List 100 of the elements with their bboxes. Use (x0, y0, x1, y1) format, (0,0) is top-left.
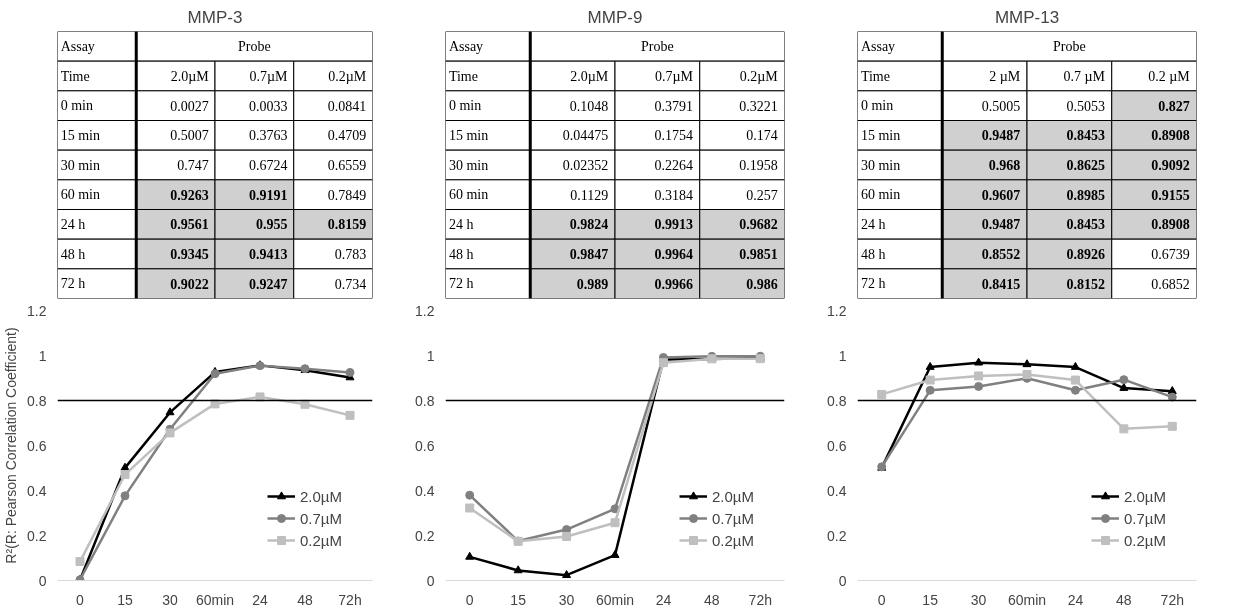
data-label: 0.8453 (1066, 217, 1105, 233)
x-tick-label: 0.2µM (328, 68, 367, 84)
data-label: 0.6559 (327, 158, 367, 173)
x-tick-label: 0.7µM (249, 68, 288, 84)
y-tick-label: 0.2 (415, 527, 435, 544)
x-tick-label: 48 (1116, 591, 1132, 608)
y-tick-label: 0 min (60, 98, 93, 114)
x-tick-label: 72h (748, 591, 772, 608)
x-tick-label: 60min (595, 591, 635, 608)
data-label: 0.989 (576, 276, 609, 292)
point (465, 551, 475, 560)
y-tick-label: 24 h (448, 216, 474, 232)
chart-title: MMP-13 (994, 7, 1060, 27)
data-label: 0.9022 (170, 276, 209, 292)
data-label: 0.1958 (739, 158, 778, 173)
x-tick-label: 2.0µM (170, 68, 210, 84)
y-tick-label: 1 (426, 347, 435, 364)
chart-title: MMP-3 (187, 7, 243, 27)
data-label: 0.3791 (654, 98, 693, 114)
data-label: 0.6724 (248, 158, 288, 173)
x-tick-label: 15 (922, 591, 939, 608)
y-tick-label: 48 h (60, 246, 86, 262)
y-tick-label: 0 (838, 572, 847, 589)
point (658, 358, 668, 368)
x-tick-label: 2.0µM (570, 68, 609, 84)
point (1167, 421, 1177, 431)
data-label: 0.3184 (654, 187, 693, 203)
y-tick-label: 0.8 (827, 392, 847, 409)
x-tick-label: 24 (252, 591, 268, 608)
point (974, 371, 984, 381)
y-tick-label: 60 min (448, 187, 489, 203)
x-tick-label: 24 (1067, 591, 1084, 608)
y-tick-label: 72 h (448, 276, 474, 292)
point (120, 462, 130, 471)
x-tick-label: 15 (117, 591, 133, 608)
point (1167, 386, 1177, 394)
y-axis-title: R²(R: Pearson Correlation Coefficient) (3, 327, 20, 564)
x-tick-label: 0.7µM (654, 68, 694, 84)
data-label: 0.7849 (327, 187, 367, 203)
x-axis-title: Probe (641, 38, 674, 54)
data-label: 0.9824 (569, 217, 609, 233)
data-label: 0.8908 (1151, 128, 1190, 144)
point (610, 549, 620, 558)
data-label: 0.5005 (981, 98, 1021, 114)
data-label: 0.955 (255, 217, 288, 233)
point (165, 407, 175, 416)
y-tick-label: 0.6 (27, 437, 47, 454)
y-tick-label: 30 min (448, 157, 489, 173)
chart-title: MMP-9 (587, 7, 643, 27)
y-tick-label: 24 h (860, 216, 886, 232)
point (513, 565, 523, 574)
data-label: 0.8453 (1066, 128, 1105, 144)
data-label: 0.6852 (1151, 276, 1190, 292)
y-tick-label: 1 (38, 347, 47, 364)
point (562, 531, 572, 541)
data-label: 0.8415 (981, 276, 1021, 292)
data-label: 0.9607 (981, 187, 1021, 203)
x-axis-title: Probe (238, 38, 271, 54)
x-tick-label: 30 (970, 591, 987, 608)
x-tick-label: 48 (297, 591, 313, 608)
y-tick-label: 1 (838, 347, 847, 364)
text: Time (448, 68, 478, 84)
data-label: 0.04475 (562, 128, 609, 144)
data-label: 0.257 (746, 187, 778, 203)
point (210, 369, 220, 379)
data-label: 0.1754 (654, 128, 693, 144)
point (562, 570, 572, 579)
y-tick-label: 0.2 (27, 527, 47, 544)
y-tick-label: 1.2 (827, 302, 847, 319)
y-tick-label: 15 min (60, 127, 100, 143)
y-tick-label: 30 min (860, 157, 901, 173)
legend-label: 2.0µM (712, 487, 754, 505)
data-label: 0.8625 (1066, 158, 1105, 173)
data-label: 0.8152 (1066, 276, 1105, 292)
legend-label: 0.2µM (300, 531, 342, 549)
x-tick-label: 72h (1160, 591, 1184, 608)
point (1070, 375, 1080, 385)
point (974, 381, 984, 391)
data-label: 0.9682 (739, 217, 778, 233)
x-tick-label: 2 µM (989, 68, 1021, 84)
y-tick-label: 0.4 (27, 482, 47, 499)
point (345, 410, 355, 420)
data-label: 0.174 (746, 128, 778, 144)
point (925, 375, 935, 385)
point (610, 518, 620, 528)
x-tick-label: 72h (338, 591, 362, 608)
data-label: 0.8985 (1066, 187, 1105, 203)
data-label: 0.734 (334, 276, 367, 292)
text: Time (60, 68, 90, 84)
y-tick-label: 15 min (448, 127, 489, 143)
y-tick-label: 48 h (448, 246, 474, 262)
point (925, 385, 935, 395)
y-tick-label: 0.8 (27, 392, 47, 409)
data-label: 0.0841 (327, 98, 367, 114)
data-label: 0.8926 (1066, 247, 1105, 262)
point (120, 470, 130, 480)
point (877, 389, 887, 399)
legend-label: 0.7µM (1124, 509, 1166, 527)
data-label: 0.3763 (248, 128, 288, 144)
x-axis-title: Probe (1053, 38, 1086, 54)
